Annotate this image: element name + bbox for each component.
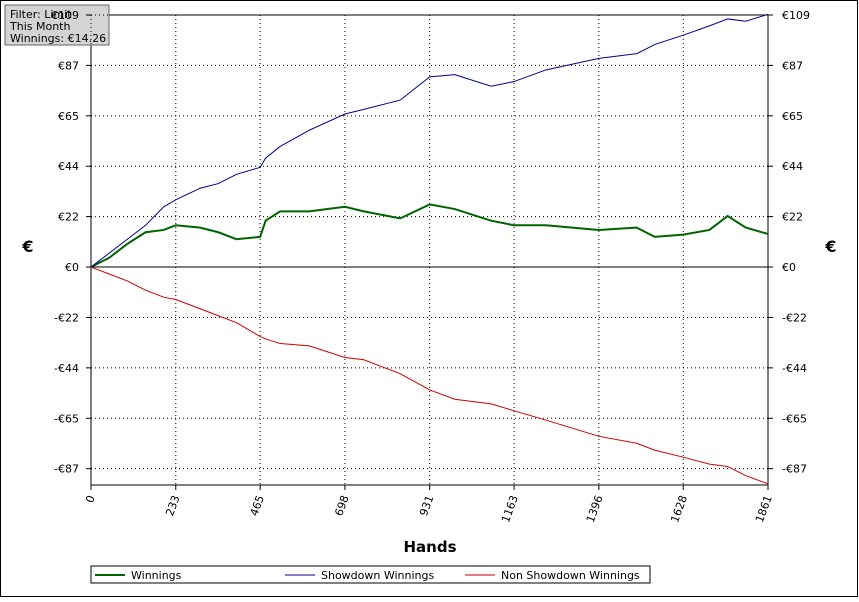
series-line: [90, 13, 769, 268]
y2-tick-label: -€44: [782, 362, 807, 375]
y2-tick-label: -€87: [782, 463, 807, 476]
y-axis-label: €: [21, 237, 33, 256]
plot-area: [90, 14, 769, 486]
legend-label: Non Showdown Winnings: [501, 569, 640, 582]
y-tick-label: -€44: [54, 362, 79, 375]
x-axis-label: Hands: [403, 538, 456, 556]
y2-tick-label: €44: [782, 160, 803, 173]
legend-label: Showdown Winnings: [321, 569, 435, 582]
info-line: Winnings: €14.26: [10, 32, 106, 45]
legend-box: [90, 565, 651, 584]
series-line: [90, 266, 769, 485]
y2-tick-label: €109: [782, 9, 810, 22]
x-tick-label: 0: [83, 494, 98, 505]
y2-tick-label: -€65: [782, 412, 807, 425]
y-tick-label: €0: [65, 261, 79, 274]
y-tick-label: -€87: [54, 463, 79, 476]
info-box-bg: [4, 4, 110, 46]
y-tick-label: -€22: [54, 311, 79, 324]
y-tick-label: €87: [58, 59, 79, 72]
y2-tick-label: €0: [782, 261, 796, 274]
info-line: This Month: [9, 20, 70, 33]
y2-axis-label: €: [824, 237, 836, 256]
series-line: [90, 203, 769, 268]
y2-tick-label: €65: [782, 110, 803, 123]
y-tick-label: €65: [58, 110, 79, 123]
info-box: Filter: Limit This Month Winnings: €14.2…: [4, 4, 110, 46]
y-tick-label: €44: [58, 160, 79, 173]
y-tick-label: €22: [58, 211, 79, 224]
y2-tick-label: €87: [782, 59, 803, 72]
info-line: Filter: Limit: [10, 8, 72, 21]
y2-tick-label: €22: [782, 211, 803, 224]
y-tick-label: €109: [51, 9, 79, 22]
y-tick-label: -€65: [54, 412, 79, 425]
y2-tick-label: -€22: [782, 311, 807, 324]
legend-label: Winnings: [131, 569, 182, 582]
